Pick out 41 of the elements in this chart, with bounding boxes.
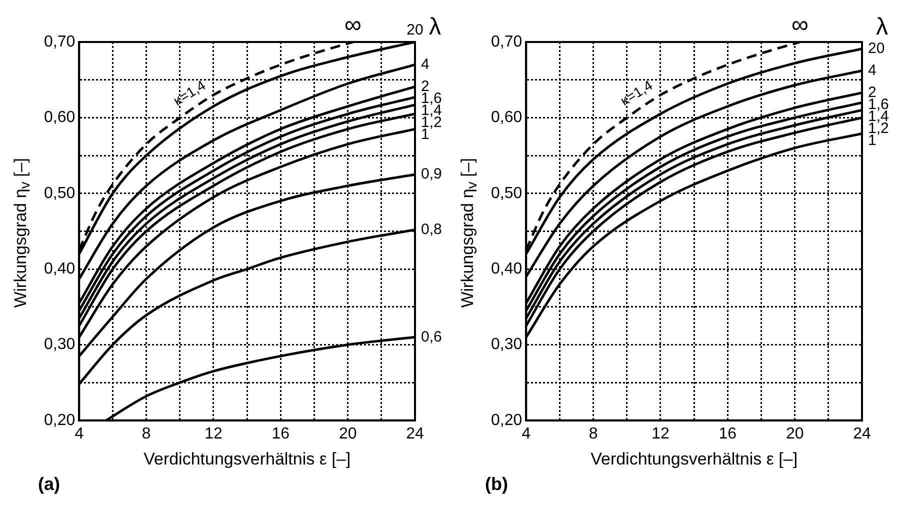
x-tick-label: 16 — [718, 425, 737, 442]
y-tick-label: 0,30 — [491, 336, 522, 354]
y-tick-label: 0,40 — [491, 260, 522, 278]
series-label: ∞ — [344, 12, 362, 39]
y-tick-label: 0,60 — [44, 109, 76, 126]
x-tick-label: 4 — [74, 425, 84, 442]
x-tick-label: 20 — [786, 425, 804, 442]
y-tick-label: 0,70 — [44, 33, 76, 50]
legend-title: λ — [876, 14, 888, 41]
series-label: 1 — [868, 132, 876, 149]
series-label: 0,9 — [421, 166, 442, 183]
x-tick-label: 24 — [853, 425, 871, 442]
x-axis-title: Verdichtungsverhältnis ε [–] — [590, 449, 798, 468]
series-label: 20 — [868, 40, 885, 57]
x-tick-label: 20 — [338, 425, 357, 442]
y-tick-label: 0,50 — [491, 184, 522, 202]
x-tick-label: 4 — [522, 425, 531, 442]
series-label: 4 — [421, 56, 430, 73]
series-label: 20 — [406, 22, 424, 39]
x-tick-label: 8 — [142, 425, 151, 442]
y-tick-label: 0,40 — [44, 260, 76, 278]
x-axis-title: Verdichtungsverhältnis ε [–] — [144, 449, 351, 468]
series-label: ∞ — [791, 12, 808, 39]
x-tick-label: 24 — [406, 425, 424, 442]
y-tick-label: 0,60 — [491, 109, 522, 126]
series-label: 4 — [868, 62, 876, 79]
legend-title: λ — [429, 14, 441, 41]
y-tick-label: 0,70 — [491, 33, 522, 50]
x-tick-label: 8 — [588, 425, 598, 442]
series-label: 0,6 — [421, 328, 442, 346]
y-tick-label: 0,20 — [44, 412, 76, 429]
series-label: 0,8 — [421, 220, 442, 238]
series-label: 1 — [421, 126, 430, 143]
y-tick-label: 0,50 — [44, 184, 76, 202]
text: (b) — [485, 474, 508, 494]
x-tick-label: 12 — [204, 425, 222, 442]
x-tick-label: 16 — [272, 425, 290, 442]
y-tick-label: 0,20 — [491, 412, 522, 429]
y-tick-label: 0,30 — [44, 336, 76, 354]
text: (a) — [38, 474, 60, 494]
x-tick-label: 12 — [652, 425, 670, 442]
